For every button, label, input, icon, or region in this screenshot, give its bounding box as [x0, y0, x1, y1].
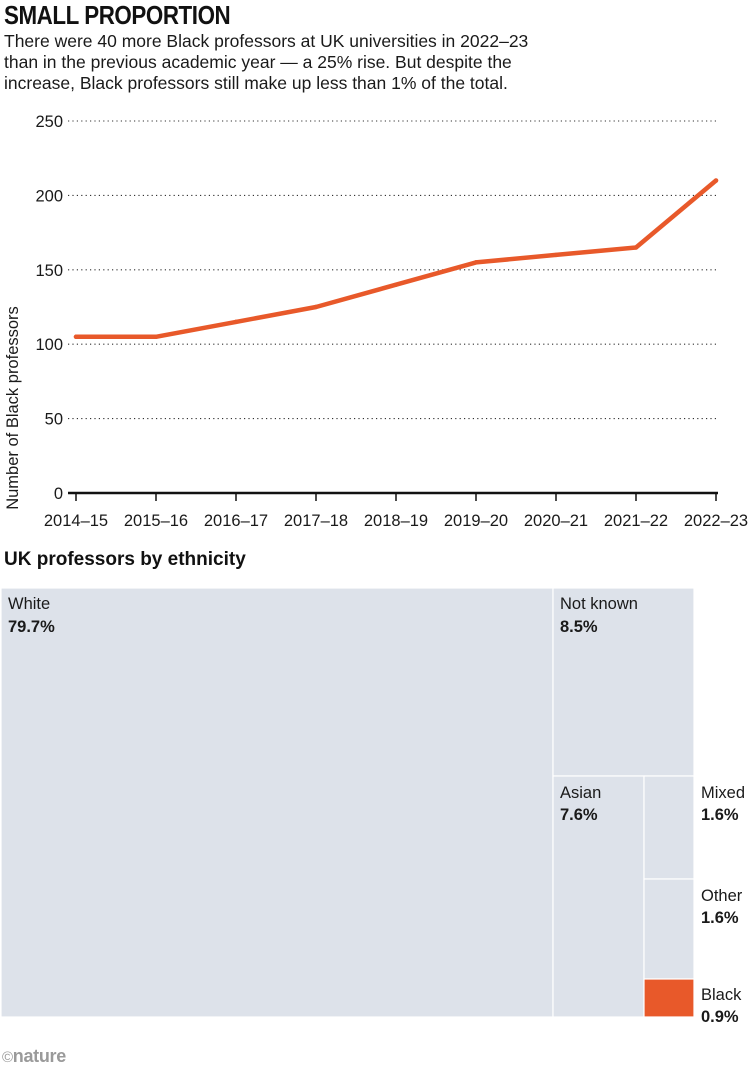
x-tick-label-0: 2014–15 — [44, 512, 108, 530]
y-tick-label-150: 150 — [35, 262, 63, 280]
data-points — [74, 178, 718, 339]
y-tick-labels: 0 50 100 150 200 250 — [35, 113, 63, 503]
y-tick-label-0: 0 — [54, 485, 63, 503]
treemap-cell-mixed: Mixed 1.6% — [644, 776, 745, 879]
x-tick-label-8: 2022–23 — [684, 512, 748, 530]
data-point-2018–19 — [394, 282, 398, 286]
copyright-symbol: © — [2, 1049, 13, 1066]
cell-label-mixed: Mixed — [701, 784, 745, 802]
data-point-2022–23 — [714, 178, 718, 182]
cell-value-other: 1.6% — [701, 909, 739, 927]
x-tick-label-1: 2015–16 — [124, 512, 188, 530]
y-axis-label: Number of Black professors — [4, 306, 22, 510]
x-tick-label-7: 2021–22 — [604, 512, 668, 530]
nature-credit: ©nature — [2, 1046, 66, 1067]
data-point-2015–16 — [154, 335, 158, 339]
y-tick-label-50: 50 — [45, 411, 63, 429]
treemap-chart: White 79.7% Not known 8.5% Asian 7.6% Mi… — [0, 584, 751, 1036]
data-point-2020–21 — [554, 253, 558, 257]
cell-value-white: 79.7% — [8, 618, 55, 636]
data-point-2019–20 — [474, 260, 478, 264]
cell-value-asian: 7.6% — [560, 806, 598, 824]
x-tick-label-2: 2016–17 — [204, 512, 268, 530]
nature-logo-text: nature — [13, 1046, 66, 1066]
cell-label-white: White — [8, 595, 50, 613]
data-point-2014–15 — [74, 335, 78, 339]
data-point-2016–17 — [234, 320, 238, 324]
y-tick-label-250: 250 — [35, 113, 63, 131]
series-line-black-professors — [76, 181, 716, 337]
x-tick-labels: 2014–15 2015–16 2016–17 2017–18 2018–19 2019–… — [44, 512, 748, 530]
line-chart: 0 50 100 150 200 250 Number of Black professo… — [0, 100, 751, 540]
x-tick-label-3: 2017–18 — [284, 512, 348, 530]
treemap-cell-asian: Asian 7.6% — [553, 776, 644, 1017]
cell-label-not-known: Not known — [560, 595, 638, 613]
cell-value-mixed: 1.6% — [701, 806, 739, 824]
cell-label-asian: Asian — [560, 784, 601, 802]
y-tick-label-100: 100 — [35, 336, 63, 354]
treemap-cell-other: Other 1.6% — [644, 879, 743, 979]
cell-label-other: Other — [701, 887, 743, 905]
treemap-cell-white: White 79.7% — [1, 588, 553, 1017]
treemap-cell-not-known: Not known 8.5% — [553, 588, 694, 776]
grid-lines — [68, 121, 718, 419]
cell-value-black: 0.9% — [701, 1008, 739, 1026]
treemap-title: UK professors by ethnicity — [4, 549, 246, 571]
data-point-2017–18 — [314, 305, 318, 309]
chart-subtitle: There were 40 more Black professors at U… — [4, 31, 564, 94]
treemap-cell-black: Black 0.9% — [644, 979, 742, 1026]
x-tick-label-4: 2018–19 — [364, 512, 428, 530]
chart-title: SMALL PROPORTION — [4, 0, 230, 31]
x-tick-label-6: 2020–21 — [524, 512, 588, 530]
cell-value-not-known: 8.5% — [560, 618, 598, 636]
x-tick-label-5: 2019–20 — [444, 512, 508, 530]
y-tick-label-200: 200 — [35, 187, 63, 205]
data-point-2021–22 — [634, 245, 638, 249]
cell-label-black: Black — [701, 986, 742, 1004]
